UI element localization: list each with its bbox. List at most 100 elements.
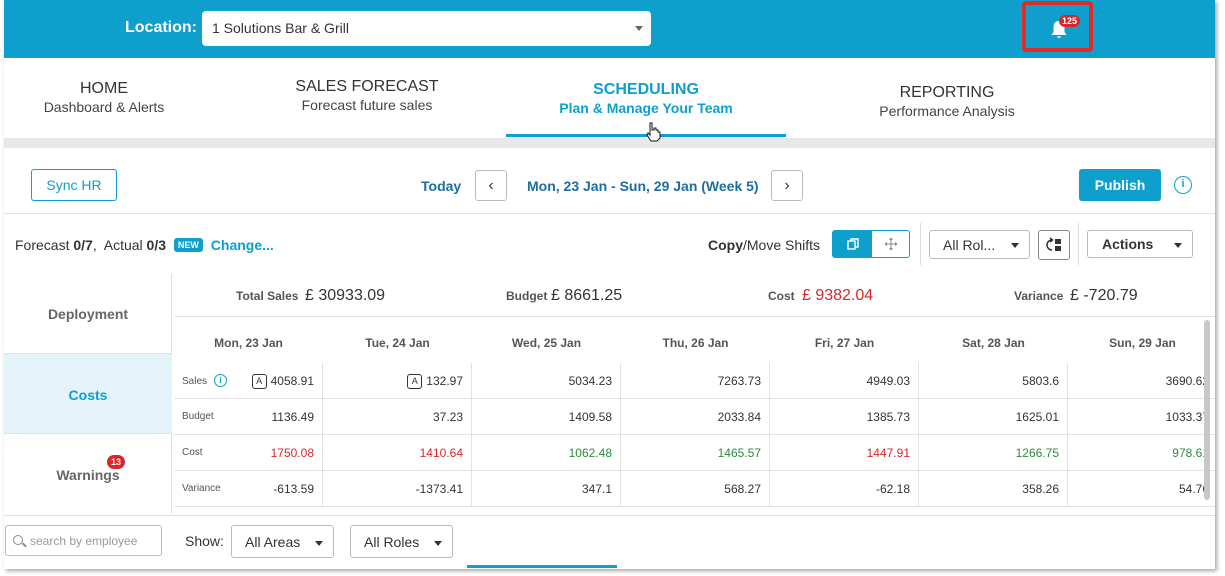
refresh-grid-icon [1046,237,1061,251]
next-week-button[interactable]: › [771,170,803,201]
roles-dropdown[interactable]: All Rol... [929,230,1030,259]
move-shifts-label: /Move Shifts [743,237,821,253]
week-range-label: Mon, 23 Jan - Sun, 29 Jan (Week 5) [527,178,759,194]
sync-hr-button[interactable]: Sync HR [31,169,117,201]
copy-move-label: Copy/Move Shifts [708,237,820,253]
sales-value: 132.97 [426,374,463,388]
chevron-down-icon [1011,243,1019,248]
tab-scheduling-subtitle: Plan & Manage Your Team [559,100,733,116]
actual-label: Actual [103,237,143,253]
row-label-cost: Cost [182,447,203,458]
actions-dropdown[interactable]: Actions [1087,230,1193,258]
variance-cell: 568.27 [621,471,770,507]
actual-value: 0/3 [146,237,167,253]
forecast-value: 0/7 [73,237,93,253]
side-item-deployment-label: Deployment [47,306,129,322]
variance-cell: 347.1 [472,471,621,507]
roles-dropdown-value: All Rol... [943,237,996,253]
sales-cell[interactable]: A 132.97 [323,363,472,399]
chevron-down-icon [1174,243,1182,248]
sales-cell[interactable]: A 4058.91 [174,363,323,399]
row-label-budget: Budget [182,411,214,422]
search-placeholder: search by employee [30,534,138,548]
side-item-costs[interactable]: Costs [4,354,172,434]
variance-label: Variance [1014,289,1064,303]
budget-cell: 2033.84 [621,399,770,435]
variance-cell: 358.26 [919,471,1068,507]
sales-value: 4058.91 [270,374,314,388]
tab-reporting-subtitle: Performance Analysis [879,103,1015,119]
sales-cell[interactable]: 5803.6 [919,363,1068,399]
location-label: Location: [125,19,197,36]
side-item-deployment[interactable]: Deployment [4,274,172,354]
cost-label: Cost [768,289,795,303]
costs-grid: Mon, 23 Jan Tue, 24 Jan Wed, 25 Jan Thu,… [174,318,1215,514]
nav-divider [4,138,1215,148]
day-header: Thu, 26 Jan [662,336,729,350]
tab-sales-forecast[interactable]: SALES FORECAST Forecast future sales [287,78,447,113]
budget-cell: 1136.49 [174,399,323,435]
refresh-layout-button[interactable] [1038,230,1070,260]
cost-cell: 1410.64 [323,435,472,471]
tab-reporting-title: REPORTING [899,84,995,101]
side-item-warnings[interactable]: Warnings 13 [4,434,172,514]
sales-cell[interactable]: 7263.73 [621,363,770,399]
budget-cell: 1385.73 [770,399,919,435]
notifications-highlight: 125 [1022,1,1093,52]
actions-dropdown-label: Actions [1102,236,1154,252]
show-label: Show: [185,533,224,549]
chevron-left-icon: ‹ [488,177,494,194]
day-header: Sat, 28 Jan [962,336,1025,350]
bottom-bar: search by employee Show: All Areas All R… [4,515,1215,569]
tab-home[interactable]: HOME Dashboard & Alerts [34,80,174,115]
info-icon[interactable]: i [1174,176,1192,194]
cost-cell: 1266.75 [919,435,1068,471]
employee-search-input[interactable]: search by employee [5,525,162,556]
cost-cell: 1465.57 [621,435,770,471]
grid-scrollbar[interactable] [1204,320,1210,500]
chevron-down-icon [635,26,643,31]
forecast-bar: Forecast 0/7, Actual 0/3 NEW Change... C… [4,215,1215,273]
publish-button[interactable]: Publish [1079,169,1161,201]
tab-home-subtitle: Dashboard & Alerts [43,99,165,115]
app-window: Location: 1 Solutions Bar & Grill 125 HO… [4,0,1215,569]
cost-cell: 978.61 [1068,435,1215,471]
location-select[interactable]: 1 Solutions Bar & Grill [202,11,651,46]
copy-mode-button[interactable] [833,231,872,257]
budget-cell: 37.23 [323,399,472,435]
chevron-down-icon [315,541,323,546]
budget-value: £ 8661.25 [551,287,623,304]
areas-dropdown[interactable]: All Areas [231,525,334,558]
variance-value: £ -720.79 [1070,287,1138,304]
tab-scheduling[interactable]: SCHEDULING Plan & Manage Your Team [546,81,746,116]
move-mode-button[interactable] [872,231,909,257]
sales-cell[interactable]: 3690.62 [1068,363,1215,399]
bottom-roles-dropdown-value: All Roles [364,534,420,550]
day-header: Sun, 29 Jan [1109,336,1176,350]
tab-sales-forecast-subtitle: Forecast future sales [301,97,433,113]
tab-reporting[interactable]: REPORTING Performance Analysis [862,84,1032,119]
day-header: Wed, 25 Jan [511,336,582,350]
cost-cell: 1062.48 [472,435,621,471]
sales-cell[interactable]: 4949.03 [770,363,919,399]
view-side-panel: Deployment Costs Warnings 13 [4,274,172,514]
today-button[interactable]: Today [421,178,462,194]
location-value: 1 Solutions Bar & Grill [212,20,349,36]
change-link[interactable]: Change... [210,237,274,253]
day-header: Mon, 23 Jan [214,336,283,350]
active-tab-indicator [506,134,786,137]
toolbar-divider [1078,223,1079,265]
side-item-warnings-label: Warnings [56,467,120,483]
sales-cell[interactable]: 5034.23 [472,363,621,399]
cost-cell: 1447.91 [770,435,919,471]
notification-count-badge: 125 [1059,15,1081,27]
sales-info-icon[interactable]: i [214,374,227,387]
variance-cell: -62.18 [770,471,919,507]
new-badge: NEW [173,238,203,252]
search-icon [13,535,23,545]
bottom-roles-dropdown[interactable]: All Roles [350,525,453,558]
previous-week-button[interactable]: ‹ [475,170,507,201]
totals-bar: Total Sales £ 30933.09 Budget £ 8661.25 … [174,277,1215,317]
day-header: Fri, 27 Jan [814,336,875,350]
cost-value: £ 9382.04 [802,287,874,304]
